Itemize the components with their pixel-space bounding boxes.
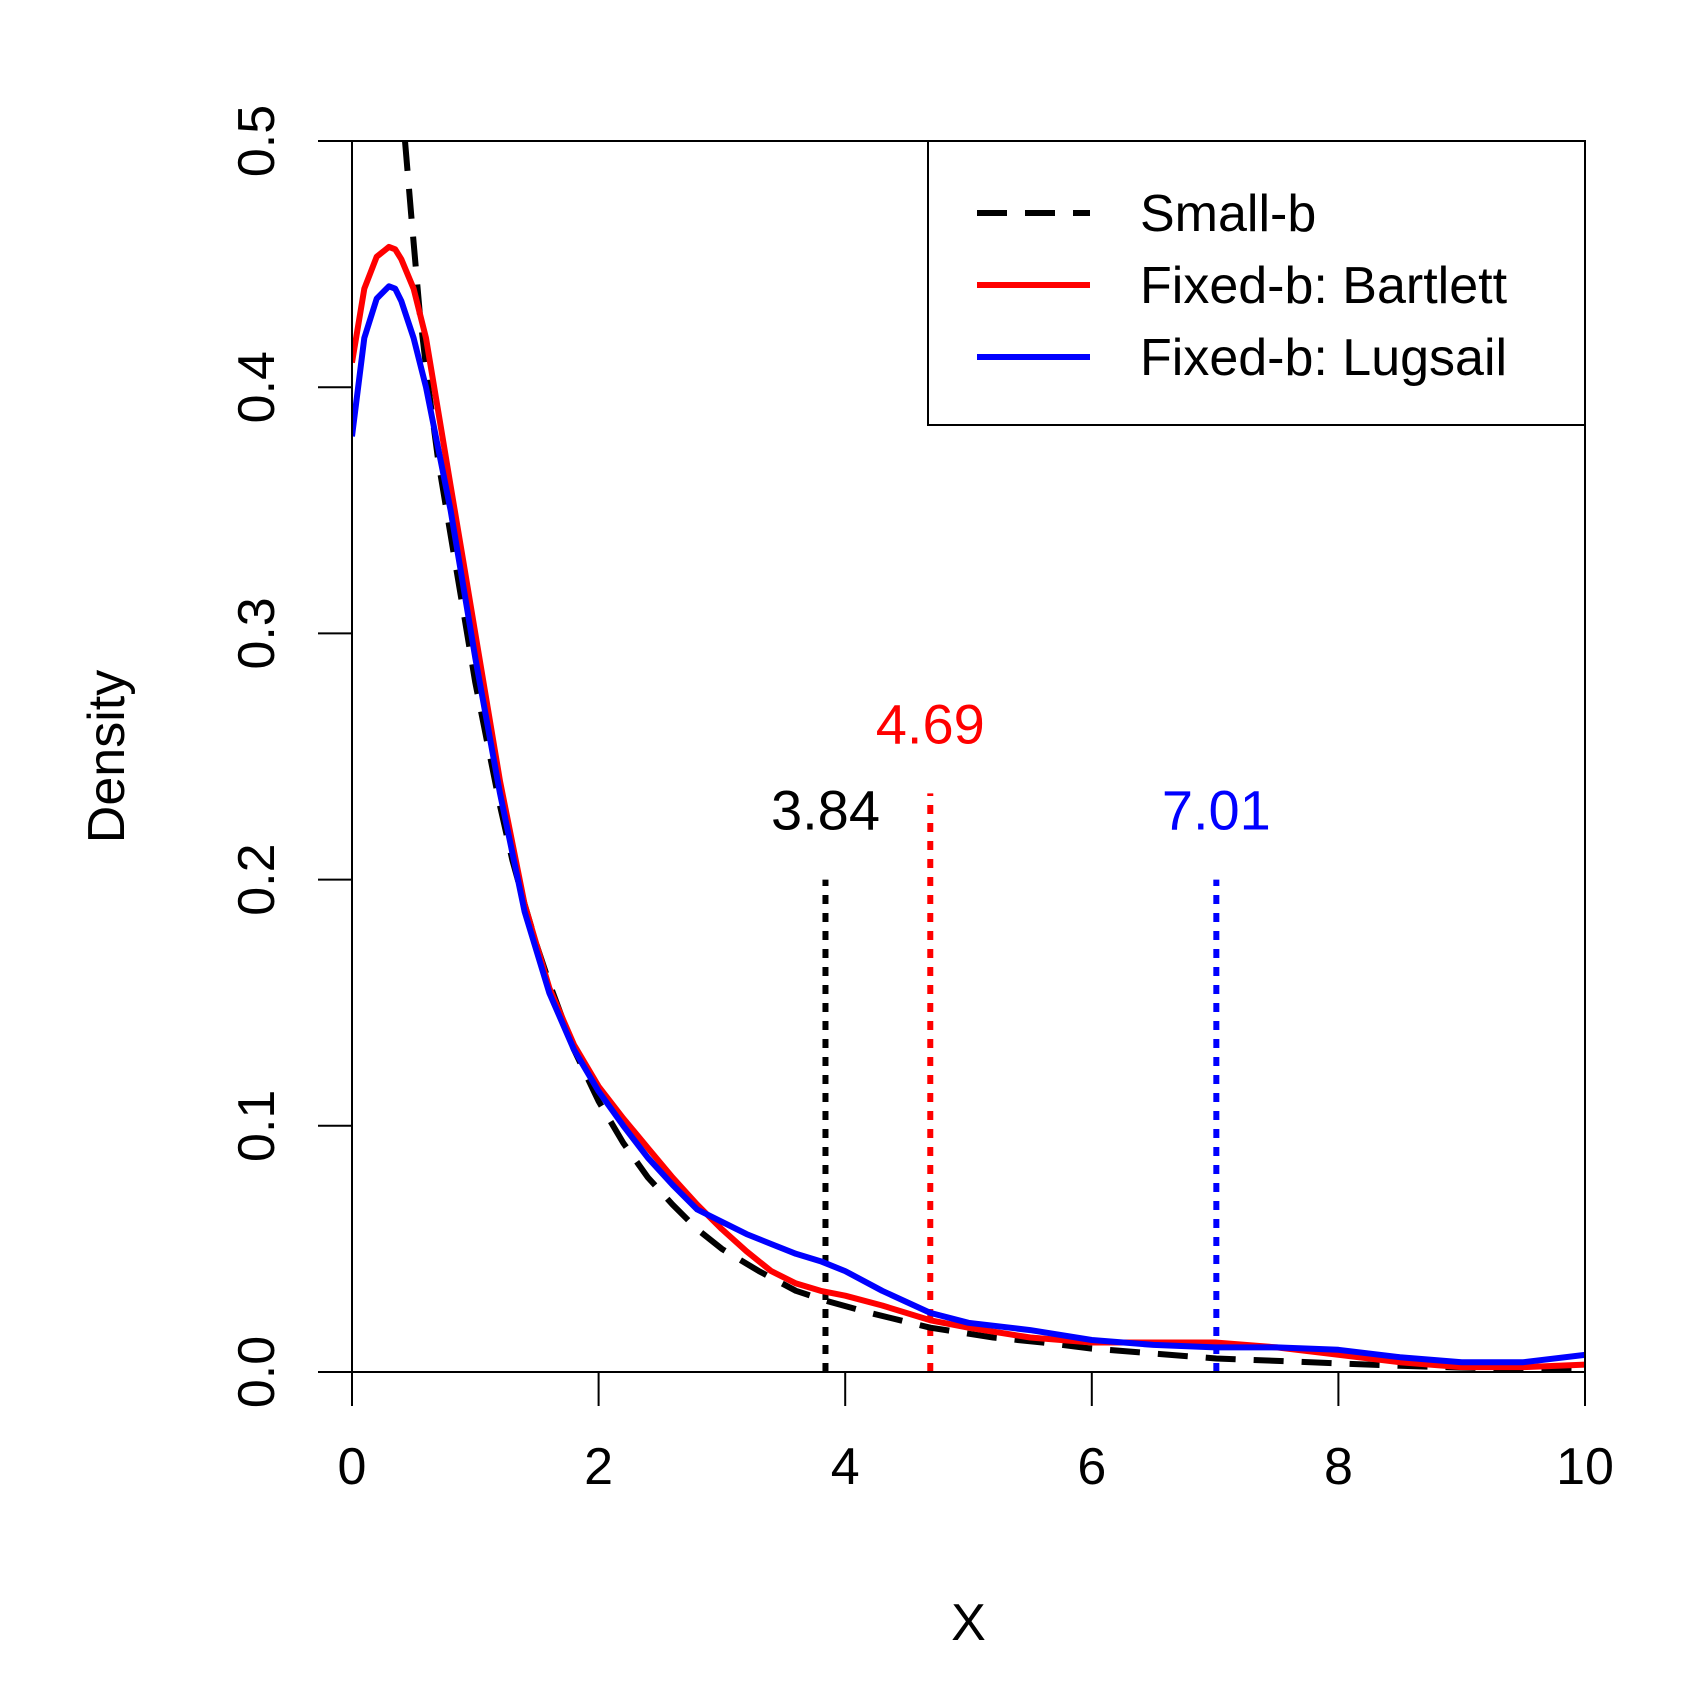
y-tick-label-0: 0.0 [228, 1336, 286, 1408]
y-axis-label: Density [78, 670, 136, 843]
y-tick-label-4: 0.4 [228, 351, 286, 423]
x-tick-label-5: 10 [1556, 1438, 1614, 1496]
x-tick-label-4: 8 [1324, 1438, 1353, 1496]
series-line-3 [352, 283, 1585, 1366]
data-layer [352, 141, 1585, 1372]
legend: Small-b Fixed-b: Bartlett Fixed-b: Lugsail [927, 140, 1586, 426]
legend-label-2: Fixed-b: Bartlett [1140, 257, 1508, 315]
critical-value-label-1: 3.84 [771, 779, 880, 842]
critical-value-label-3: 7.01 [1162, 779, 1271, 842]
y-tick-label-2: 0.2 [228, 843, 286, 915]
x-tick-label-1: 2 [584, 1438, 613, 1496]
series-line-2 [352, 243, 1585, 1371]
legend-label-1: Small-b [1140, 185, 1316, 243]
x-axis-label: X [951, 1594, 986, 1652]
x-tick-label-3: 6 [1077, 1438, 1106, 1496]
y-tick-label-3: 0.3 [228, 597, 286, 669]
axes-layer: 3.84 4.69 7.01 0 2 4 6 8 10 0.0 0.1 0.2 0.3 0.4 0.5 [228, 105, 1614, 1496]
y-tick-label-5: 0.5 [228, 105, 286, 177]
x-tick-label-0: 0 [338, 1438, 367, 1496]
y-tick-label-1: 0.1 [228, 1090, 286, 1162]
legend-label-3: Fixed-b: Lugsail [1140, 329, 1507, 387]
series-line-1 [402, 141, 1585, 1372]
critical-value-label-2: 4.69 [876, 692, 985, 755]
x-tick-label-2: 4 [831, 1438, 860, 1496]
